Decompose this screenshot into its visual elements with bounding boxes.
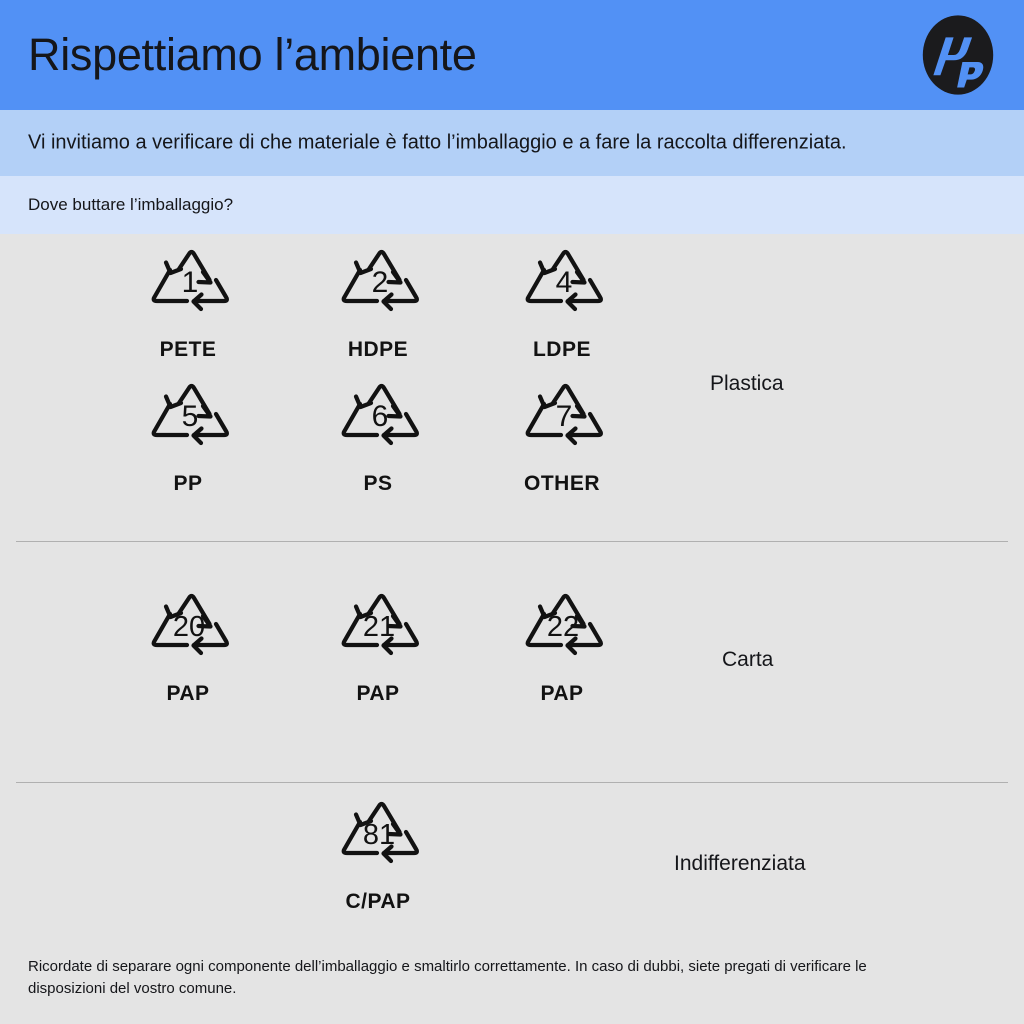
mobius-loop-icon: 22 xyxy=(525,593,603,656)
symbol-label: C/PAP xyxy=(345,890,411,913)
mobius-loop-icon: 2 xyxy=(341,249,419,312)
section-divider-carta-indifferenziata xyxy=(16,782,1008,783)
hp-logo xyxy=(922,15,994,95)
symbol-label: OTHER xyxy=(524,472,600,495)
symbol-number: 4 xyxy=(556,266,573,299)
symbol-label: PETE xyxy=(159,338,217,361)
section-divider-plastica-carta xyxy=(16,541,1008,542)
symbol-label: PAP xyxy=(356,682,400,705)
symbol-label: PAP xyxy=(540,682,584,705)
mobius-loop-icon: 81 xyxy=(341,801,419,864)
recycling-symbol-ldpe: 4 LDPE xyxy=(497,248,627,362)
symbol-number: 20 xyxy=(173,611,205,643)
mobius-loop-icon: 7 xyxy=(525,383,603,446)
recycling-symbol-pap-21: 21 PAP xyxy=(313,592,443,706)
category-label-carta: Carta xyxy=(722,648,774,671)
category-label-indifferenziata: Indifferenziata xyxy=(674,852,806,875)
symbols-area: Plastica Carta Indifferenziata 1 PETE xyxy=(0,234,1024,934)
symbol-number: 5 xyxy=(182,400,199,433)
subheader-banner: Vi invitiamo a verificare di che materia… xyxy=(0,110,1024,176)
page-title: Rispettiamo l’ambiente xyxy=(28,29,477,80)
symbol-number: 22 xyxy=(547,611,579,643)
question-banner: Dove buttare l’imballaggio? xyxy=(0,176,1024,234)
recycling-symbol-pap-22: 22 PAP xyxy=(497,592,627,706)
mobius-loop-icon: 4 xyxy=(525,249,603,312)
symbol-number: 21 xyxy=(363,611,395,643)
symbol-number: 7 xyxy=(556,400,573,433)
symbol-number: 2 xyxy=(372,266,389,299)
recycling-symbol-ps: 6 PS xyxy=(313,382,443,496)
recycling-symbol-pp: 5 PP xyxy=(123,382,253,496)
category-label-plastica: Plastica xyxy=(710,372,784,395)
symbol-number: 81 xyxy=(363,819,395,851)
recycling-symbol-pete: 1 PETE xyxy=(123,248,253,362)
question-text: Dove buttare l’imballaggio? xyxy=(28,195,234,214)
symbol-label: HDPE xyxy=(347,338,409,361)
header-banner: Rispettiamo l’ambiente xyxy=(0,0,1024,110)
mobius-loop-icon: 1 xyxy=(151,249,229,312)
mobius-loop-icon: 5 xyxy=(151,383,229,446)
mobius-loop-icon: 21 xyxy=(341,593,419,656)
recycling-symbol-cpap-81: 81 C/PAP xyxy=(313,800,443,914)
symbol-label: PS xyxy=(363,472,393,495)
recycling-symbol-hdpe: 2 HDPE xyxy=(313,248,443,362)
symbol-label: PAP xyxy=(166,682,210,705)
recycling-symbol-other: 7 OTHER xyxy=(497,382,627,496)
symbol-number: 6 xyxy=(372,400,389,433)
recycling-symbol-pap-20: 20 PAP xyxy=(123,592,253,706)
mobius-loop-icon: 6 xyxy=(341,383,419,446)
footer-area: Ricordate di separare ogni componente de… xyxy=(0,934,1024,1024)
footer-note: Ricordate di separare ogni componente de… xyxy=(28,958,867,997)
mobius-loop-icon: 20 xyxy=(151,593,229,656)
symbol-number: 1 xyxy=(182,266,199,299)
subheader-text: Vi invitiamo a verificare di che materia… xyxy=(28,131,847,154)
symbol-label: LDPE xyxy=(532,338,591,361)
symbol-label: PP xyxy=(173,472,203,495)
